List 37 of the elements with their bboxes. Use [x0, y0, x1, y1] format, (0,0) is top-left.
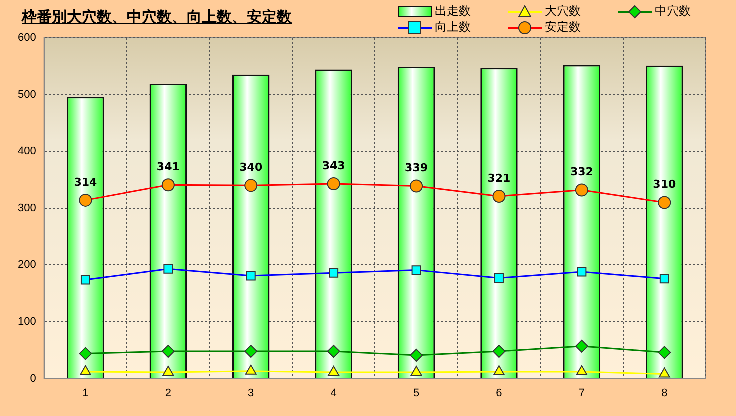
- chart-title: 枠番別大穴数、中穴数、向上数、安定数: [22, 8, 292, 27]
- point: [576, 365, 588, 376]
- point: [162, 366, 174, 376]
- x-tick-label: 8: [662, 387, 668, 400]
- point: [80, 365, 92, 376]
- point: [658, 368, 670, 378]
- y-tick-label: 300: [18, 202, 36, 214]
- point: [410, 366, 422, 376]
- x-tick-label: 7: [578, 387, 586, 400]
- data-label: 332: [570, 166, 594, 179]
- x-tick-label: 4: [330, 387, 337, 400]
- data-label: 314: [74, 176, 98, 189]
- legend-label: 出走数: [435, 3, 471, 20]
- x-tick-label: 5: [413, 387, 420, 400]
- data-label: 310: [653, 178, 676, 192]
- y-tick-label: 0: [30, 372, 36, 385]
- legend-label: 安定数: [545, 19, 581, 36]
- point: [245, 364, 257, 375]
- point: [494, 365, 505, 376]
- x-tick-label: 2: [165, 387, 172, 400]
- data-label: 340: [240, 161, 263, 174]
- y-tick-label: 600: [18, 32, 36, 44]
- data-label: 321: [488, 172, 511, 185]
- y-tick-label: 400: [18, 146, 36, 158]
- data-label: 339: [405, 162, 428, 175]
- legend-label: 向上数: [435, 19, 471, 36]
- data-label: 343: [322, 159, 346, 172]
- legend-label: 中穴数: [655, 3, 691, 20]
- x-tick-label: 6: [496, 387, 502, 400]
- data-label: 341: [156, 160, 180, 174]
- y-tick-label: 200: [18, 259, 36, 272]
- point: [328, 366, 340, 376]
- y-tick-label: 100: [18, 316, 36, 328]
- y-tick-label: 500: [18, 88, 36, 101]
- x-tick-label: 1: [82, 387, 89, 400]
- legend-label: 大穴数: [545, 3, 581, 20]
- x-tick-label: 3: [248, 387, 254, 400]
